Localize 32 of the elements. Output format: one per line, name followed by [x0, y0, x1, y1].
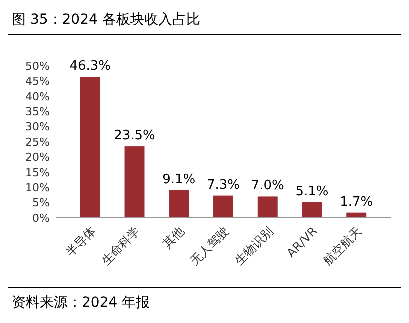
- data-label: 7.0%: [251, 178, 284, 194]
- data-label: 5.1%: [296, 184, 329, 200]
- bar: [214, 196, 234, 218]
- bar: [80, 77, 100, 218]
- bar: [169, 190, 190, 218]
- text: 资料来源：2024 年报: [12, 295, 150, 311]
- x-tick-label: 其他: [160, 224, 188, 252]
- y-tick-label: 50%: [26, 60, 50, 73]
- data-label: 9.1%: [162, 172, 196, 188]
- x-tick-label: 无人驾驶: [188, 224, 232, 268]
- x-tick-label: 生物识别: [232, 224, 276, 268]
- y-tick-label: 15%: [26, 166, 50, 180]
- x-tick-label: 半导体: [63, 224, 98, 260]
- data-label: 1.7%: [340, 194, 374, 210]
- y-tick-label: 25%: [26, 136, 50, 149]
- y-tick-label: 35%: [26, 105, 50, 118]
- data-label: 23.5%: [114, 128, 156, 144]
- bar: [258, 196, 278, 218]
- y-tick-label: 0%: [32, 212, 50, 225]
- chart-title: 图 35：2024 各板块收入占比: [12, 12, 200, 28]
- y-tick-label: 40%: [26, 90, 50, 104]
- bar: [302, 202, 322, 218]
- x-tick-label: 生命科学: [98, 224, 143, 268]
- y-tick-label: 30%: [26, 120, 50, 134]
- y-tick-label: 10%: [26, 181, 50, 194]
- y-tick-label: 20%: [26, 151, 50, 164]
- x-tick-label: 航空航天: [320, 224, 365, 268]
- bar: [124, 146, 145, 218]
- y-tick-label: 45%: [26, 75, 50, 88]
- data-label: 46.3%: [70, 59, 112, 74]
- data-label: 7.3%: [206, 178, 240, 193]
- y-tick-label: 5%: [32, 196, 50, 210]
